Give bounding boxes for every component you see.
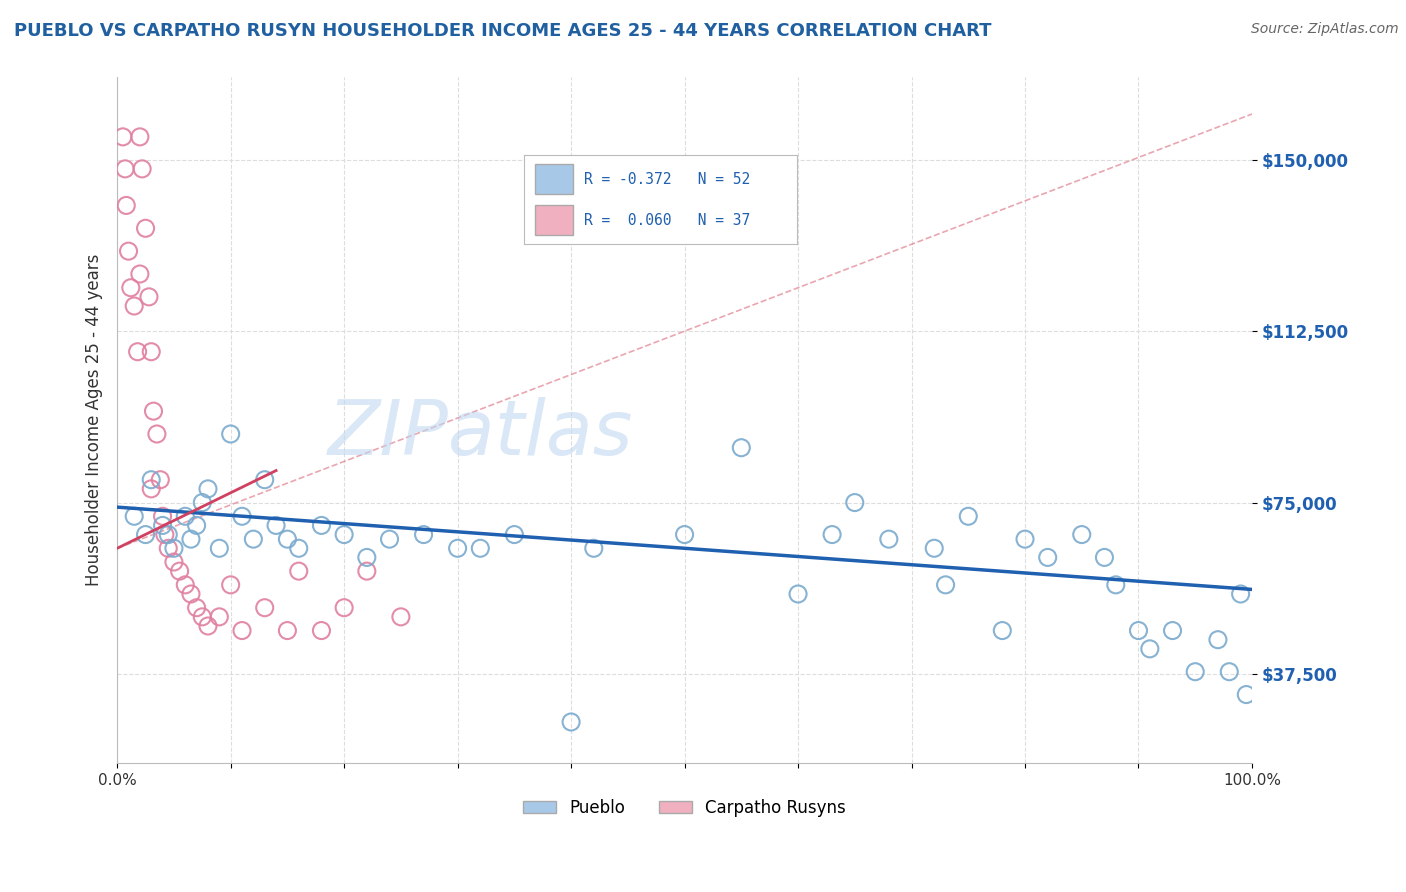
Point (821, 527, 844, 541)
Point (191, 495, 214, 509)
Point (122, 509, 145, 524)
Point (219, 578, 242, 592)
Point (1161, 624, 1184, 638)
Point (1014, 532, 1036, 546)
Point (111, 129, 134, 144)
Point (276, 532, 298, 546)
Point (935, 578, 957, 592)
Text: R = -0.372   N = 52: R = -0.372 N = 52 (585, 172, 751, 186)
Point (186, 518, 208, 533)
Point (673, 527, 696, 541)
Point (122, 299, 145, 313)
Point (135, 527, 157, 541)
Point (197, 482, 219, 496)
Point (180, 532, 202, 546)
Point (163, 541, 186, 556)
Point (356, 550, 378, 565)
Point (142, 404, 165, 418)
Point (1070, 527, 1092, 541)
Point (844, 495, 866, 509)
Point (117, 244, 139, 259)
Point (356, 564, 378, 578)
Point (146, 427, 169, 442)
Point (582, 541, 605, 556)
Point (169, 564, 191, 578)
Point (560, 714, 582, 729)
Point (730, 441, 752, 455)
Point (141, 344, 163, 359)
Point (311, 518, 333, 533)
Text: PUEBLO VS CARPATHO RUSYN HOUSEHOLDER INCOME AGES 25 - 44 YEARS CORRELATION CHART: PUEBLO VS CARPATHO RUSYN HOUSEHOLDER INC… (14, 22, 991, 40)
Point (115, 198, 138, 212)
Point (253, 473, 276, 487)
Point (141, 473, 163, 487)
Point (219, 427, 242, 442)
FancyBboxPatch shape (536, 164, 574, 194)
Point (311, 624, 333, 638)
Y-axis label: Householder Income Ages 25 - 44 years: Householder Income Ages 25 - 44 years (86, 254, 103, 586)
FancyBboxPatch shape (536, 205, 574, 235)
Point (208, 610, 231, 624)
Text: R =  0.060   N = 37: R = 0.060 N = 37 (585, 213, 751, 227)
Point (153, 527, 176, 541)
Point (163, 555, 186, 569)
Point (174, 578, 197, 592)
Point (231, 624, 253, 638)
Point (231, 509, 253, 524)
Point (128, 129, 150, 144)
Point (149, 473, 172, 487)
Point (1128, 624, 1150, 638)
Point (152, 518, 174, 533)
Point (1234, 688, 1257, 702)
Text: Source: ZipAtlas.com: Source: ZipAtlas.com (1251, 22, 1399, 37)
Point (1139, 641, 1161, 656)
Point (253, 600, 276, 615)
Point (180, 587, 202, 601)
Point (470, 541, 492, 556)
Point (157, 541, 180, 556)
Point (333, 527, 356, 541)
Point (128, 267, 150, 281)
Point (135, 221, 157, 235)
Point (1206, 632, 1229, 647)
Point (1218, 665, 1240, 679)
Point (276, 624, 298, 638)
Point (141, 482, 163, 496)
Point (287, 541, 309, 556)
Point (1094, 550, 1116, 565)
Point (1036, 550, 1059, 565)
Point (197, 619, 219, 633)
Point (922, 541, 945, 556)
Point (186, 600, 208, 615)
Point (378, 532, 401, 546)
Text: ZIPatlas: ZIPatlas (328, 397, 633, 471)
Point (131, 161, 153, 176)
Legend: Pueblo, Carpatho Rusyns: Pueblo, Carpatho Rusyns (516, 792, 853, 823)
Point (446, 541, 468, 556)
Point (114, 161, 136, 176)
Point (877, 532, 900, 546)
Point (264, 518, 287, 533)
Point (157, 527, 180, 541)
Point (127, 344, 149, 359)
Point (208, 541, 231, 556)
Point (1105, 578, 1128, 592)
Point (957, 509, 980, 524)
Point (174, 509, 197, 524)
Point (120, 281, 142, 295)
Point (287, 564, 309, 578)
Point (191, 610, 214, 624)
Point (333, 600, 356, 615)
Point (389, 610, 412, 624)
Point (503, 527, 526, 541)
Point (991, 624, 1014, 638)
Point (242, 532, 264, 546)
Point (412, 527, 434, 541)
Point (152, 509, 174, 524)
Point (138, 290, 160, 304)
Point (1229, 587, 1251, 601)
Point (787, 587, 810, 601)
Point (1184, 665, 1206, 679)
